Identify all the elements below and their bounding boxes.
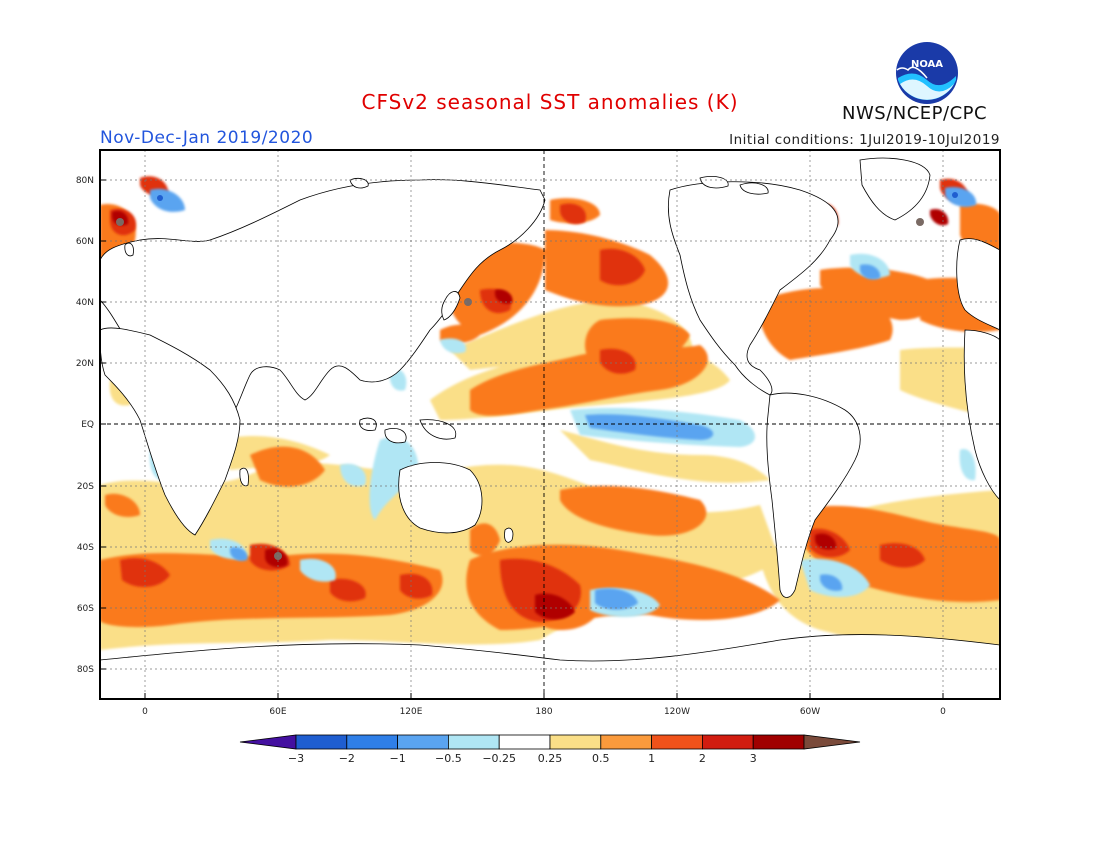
colorbar-label: 1 <box>648 752 655 765</box>
lon-tick-label: 120E <box>400 707 423 717</box>
colorbar-label: 3 <box>750 752 757 765</box>
graticule <box>100 150 1000 699</box>
colorbar-label: −3 <box>288 752 304 765</box>
colorbar-swatch <box>752 734 805 750</box>
colorbar-label: −0.5 <box>435 752 462 765</box>
colorbar: −3 −2 −1 −0.5 −0.25 0.25 0.5 1 2 3 <box>239 734 861 765</box>
colorbar-swatch <box>447 734 500 750</box>
lat-tick-label: 40S <box>77 543 94 553</box>
lat-tick-label: 60S <box>77 604 94 614</box>
noaa-logo-text: NOAA <box>911 59 943 70</box>
lon-tick-label: 60E <box>269 707 286 717</box>
lat-tick-label: 40N <box>76 298 94 308</box>
map-title: CFSv2 seasonal SST anomalies (K) <box>361 90 739 114</box>
lon-tick-label: 0 <box>142 707 148 717</box>
colorbar-swatch <box>702 734 754 750</box>
lon-tick-label: 180 <box>535 707 552 717</box>
colorbar-arrow-low <box>239 734 297 750</box>
colorbar-label: −2 <box>339 752 355 765</box>
continent-outlines <box>100 157 1000 699</box>
longitude-axis: 0 60E 120E 180 120W 60W 0 <box>142 693 946 717</box>
colorbar-swatch <box>600 734 652 750</box>
colorbar-swatch <box>549 734 602 750</box>
lat-tick-label: 80S <box>77 665 94 675</box>
colorbar-label: −0.25 <box>482 752 516 765</box>
colorbar-label: 0.25 <box>538 752 563 765</box>
colorbar-label: −1 <box>389 752 405 765</box>
colorbar-swatch <box>346 734 398 750</box>
initial-conditions-label: Initial conditions: 1Jul2019-10Jul2019 <box>729 132 1000 148</box>
noaa-logo-icon: NOAA <box>896 42 958 104</box>
colorbar-label: 2 <box>699 752 706 765</box>
lat-tick-label: 20S <box>77 482 94 492</box>
colorbar-swatch <box>651 734 703 750</box>
colorbar-swatch <box>295 734 348 750</box>
lon-tick-label: 120W <box>664 707 690 717</box>
latitude-axis: 80N 60N 40N 20N EQ 20S 40S 60S 80S <box>76 176 106 675</box>
lon-tick-label: 60W <box>800 707 820 717</box>
agency-label: NWS/NCEP/CPC <box>842 103 988 124</box>
sst-anomaly-field <box>100 150 1000 699</box>
colorbar-swatch <box>397 734 449 750</box>
lat-tick-label: 80N <box>76 176 94 186</box>
lat-tick-label: EQ <box>81 420 94 430</box>
colorbar-label: 0.5 <box>592 752 610 765</box>
season-label: Nov-Dec-Jan 2019/2020 <box>100 128 314 148</box>
colorbar-swatch <box>498 734 551 750</box>
lat-tick-label: 20N <box>76 359 94 369</box>
colorbar-arrow-high <box>803 734 861 750</box>
lat-tick-label: 60N <box>76 237 94 247</box>
lon-tick-label: 0 <box>940 707 946 717</box>
